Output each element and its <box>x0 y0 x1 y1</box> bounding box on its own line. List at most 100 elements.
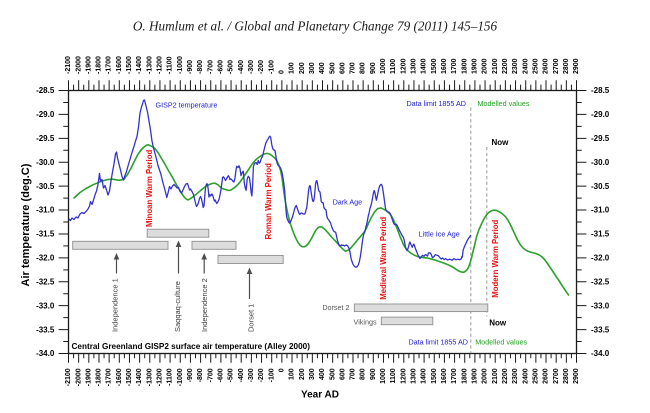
svg-text:1900: 1900 <box>472 58 479 74</box>
svg-text:-32.0: -32.0 <box>36 254 55 263</box>
svg-text:-1400: -1400 <box>136 368 143 386</box>
svg-text:-1800: -1800 <box>96 56 103 74</box>
svg-text:200: 200 <box>299 62 306 74</box>
svg-text:900: 900 <box>370 368 377 380</box>
svg-text:-30.0: -30.0 <box>591 158 610 167</box>
svg-text:Saqqaq-culture: Saqqaq-culture <box>173 281 182 332</box>
svg-text:-900: -900 <box>187 368 194 382</box>
svg-text:700: 700 <box>350 368 357 380</box>
svg-text:-2100: -2100 <box>65 368 72 386</box>
svg-text:-1100: -1100 <box>167 368 174 386</box>
svg-text:-700: -700 <box>207 60 214 74</box>
svg-text:100: 100 <box>289 368 296 380</box>
svg-text:1600: 1600 <box>441 368 448 384</box>
svg-text:-1400: -1400 <box>136 56 143 74</box>
svg-text:900: 900 <box>370 62 377 74</box>
svg-text:1100: 1100 <box>390 59 397 74</box>
svg-text:-32.0: -32.0 <box>591 254 610 263</box>
svg-text:2100: 2100 <box>492 368 499 384</box>
svg-text:-31.0: -31.0 <box>36 206 55 215</box>
svg-text:-200: -200 <box>258 60 265 74</box>
svg-text:Modelled values: Modelled values <box>475 338 527 347</box>
svg-text:-1800: -1800 <box>96 368 103 386</box>
svg-text:1000: 1000 <box>380 368 387 384</box>
svg-text:100: 100 <box>289 62 296 74</box>
svg-text:-28.5: -28.5 <box>36 86 55 95</box>
svg-text:400: 400 <box>319 62 326 74</box>
svg-text:-1200: -1200 <box>157 56 164 74</box>
svg-text:-100: -100 <box>268 60 275 74</box>
svg-text:1800: 1800 <box>461 368 468 384</box>
svg-text:-30.0: -30.0 <box>36 158 55 167</box>
svg-text:-300: -300 <box>248 60 255 74</box>
svg-text:-400: -400 <box>238 60 245 74</box>
svg-text:-30.5: -30.5 <box>36 182 55 191</box>
svg-text:-1300: -1300 <box>146 56 153 74</box>
svg-text:-29.5: -29.5 <box>36 134 55 143</box>
svg-text:1200: 1200 <box>400 368 407 384</box>
svg-text:800: 800 <box>360 368 367 380</box>
svg-text:-33.0: -33.0 <box>36 301 55 310</box>
svg-text:2200: 2200 <box>502 368 509 384</box>
svg-text:-200: -200 <box>258 368 265 382</box>
svg-text:-500: -500 <box>228 60 235 74</box>
svg-text:2000: 2000 <box>482 58 489 74</box>
svg-text:-700: -700 <box>207 368 214 382</box>
svg-text:800: 800 <box>360 62 367 74</box>
svg-text:600: 600 <box>339 368 346 380</box>
svg-text:-800: -800 <box>197 368 204 382</box>
svg-text:1400: 1400 <box>421 368 428 384</box>
svg-text:700: 700 <box>350 62 357 74</box>
svg-text:1000: 1000 <box>380 58 387 74</box>
svg-text:Modern Warm Period: Modern Warm Period <box>491 219 500 297</box>
svg-text:2500: 2500 <box>533 368 540 384</box>
svg-text:0: 0 <box>279 70 286 74</box>
svg-text:Dorset 2: Dorset 2 <box>322 303 349 312</box>
svg-text:Minoan Warm Period: Minoan Warm Period <box>145 150 154 227</box>
svg-text:600: 600 <box>339 62 346 74</box>
svg-text:Modelled values: Modelled values <box>478 99 530 108</box>
svg-text:0: 0 <box>279 368 286 372</box>
svg-text:200: 200 <box>299 368 306 380</box>
svg-text:-32.5: -32.5 <box>36 278 55 287</box>
svg-text:-1700: -1700 <box>106 56 113 74</box>
svg-text:2000: 2000 <box>482 368 489 384</box>
svg-text:GISP2 temperature: GISP2 temperature <box>156 101 218 110</box>
svg-text:Now: Now <box>489 319 507 328</box>
svg-text:2600: 2600 <box>543 58 550 74</box>
svg-text:Year AD: Year AD <box>301 389 339 400</box>
svg-text:Dorset 1: Dorset 1 <box>247 304 256 332</box>
svg-text:Medieval Warm Period: Medieval Warm Period <box>379 217 388 300</box>
svg-text:-600: -600 <box>218 60 225 74</box>
svg-text:Vikings: Vikings <box>354 318 377 327</box>
svg-text:-2100: -2100 <box>65 56 72 74</box>
svg-text:Data limit 1855 AD: Data limit 1855 AD <box>406 99 466 108</box>
svg-text:Data limit 1855 AD: Data limit 1855 AD <box>408 338 468 347</box>
svg-text:Independence 2: Independence 2 <box>200 278 209 332</box>
svg-text:-1600: -1600 <box>116 56 123 74</box>
svg-text:-600: -600 <box>218 368 225 382</box>
svg-text:O. Humlum et al. / Global and: O. Humlum et al. / Global and Planetary … <box>133 19 498 34</box>
svg-text:-31.5: -31.5 <box>36 230 55 239</box>
svg-text:-100: -100 <box>268 368 275 382</box>
svg-text:1300: 1300 <box>411 368 418 384</box>
svg-text:-1600: -1600 <box>116 368 123 386</box>
svg-text:-32.5: -32.5 <box>591 278 610 287</box>
svg-text:-1900: -1900 <box>85 368 92 386</box>
svg-text:-33.5: -33.5 <box>36 325 55 334</box>
svg-text:-2000: -2000 <box>75 56 82 74</box>
svg-text:-1500: -1500 <box>126 56 133 74</box>
svg-text:Air temperature (deg.C): Air temperature (deg.C) <box>20 163 32 286</box>
svg-text:300: 300 <box>309 368 316 380</box>
svg-text:1700: 1700 <box>451 368 458 384</box>
svg-text:2900: 2900 <box>573 58 580 74</box>
svg-text:2500: 2500 <box>533 58 540 74</box>
svg-text:-29.0: -29.0 <box>591 110 610 119</box>
svg-text:-1000: -1000 <box>177 368 184 386</box>
svg-text:2700: 2700 <box>553 58 560 74</box>
svg-text:-28.5: -28.5 <box>591 86 610 95</box>
svg-text:-1300: -1300 <box>146 368 153 386</box>
svg-text:2400: 2400 <box>522 58 529 74</box>
svg-text:-31.5: -31.5 <box>591 230 610 239</box>
svg-text:-1000: -1000 <box>177 56 184 74</box>
